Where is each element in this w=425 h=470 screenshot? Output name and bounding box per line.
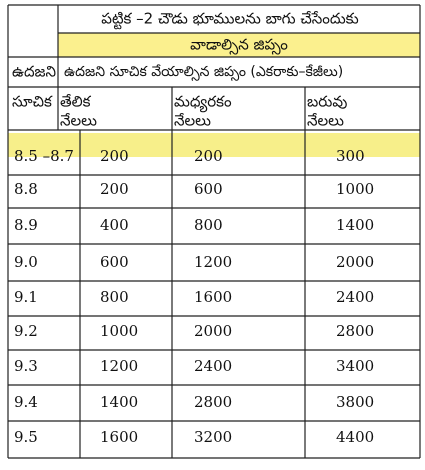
cell: 1400 <box>336 216 374 234</box>
cell: 3400 <box>336 357 374 375</box>
title: పట్టిక –2 చౌడు భూములను బాగు చేసేందుకు <box>101 10 358 30</box>
cell: 600 <box>194 180 223 198</box>
cell: 9.0 <box>14 253 38 271</box>
column-header: తేలిక <box>60 93 92 111</box>
cell: 400 <box>100 216 129 234</box>
cell: 1200 <box>194 253 232 271</box>
cell: 8.5 –8.7 <box>14 147 74 165</box>
cell: 800 <box>194 216 223 234</box>
cell: 3200 <box>194 428 232 446</box>
cell: 2800 <box>336 322 374 340</box>
highlight <box>58 33 420 57</box>
cell: 2400 <box>336 288 374 306</box>
cell: 1000 <box>336 180 374 198</box>
column-header: నేలలు <box>60 112 97 130</box>
header: ఉదజని సూచిక వేయాల్సిన జిప్సం (ఎకరాకు–కేజ… <box>64 64 343 81</box>
table-body: 8.5 –8.7 200 200 300 8.8 200 600 1000 8.9 400 800 1… <box>8 147 420 459</box>
cell: 9.4 <box>14 393 38 411</box>
highlight <box>8 133 420 157</box>
cell: 600 <box>100 253 129 271</box>
header: ఉదజని <box>12 63 56 81</box>
cell: 1200 <box>100 357 138 375</box>
cell: 2000 <box>194 322 232 340</box>
cell: 1000 <box>100 322 138 340</box>
cell: 1400 <box>100 393 138 411</box>
cell: 1600 <box>100 428 138 446</box>
cell: 2000 <box>336 253 374 271</box>
column-headers: తేలికనేలలుమధ్యరకంనేలలుబరువునేలలు <box>60 93 347 130</box>
cell: 200 <box>194 147 223 165</box>
cell: 800 <box>100 288 129 306</box>
cell: 2800 <box>194 393 232 411</box>
cell: 9.2 <box>14 322 38 340</box>
column-header: మధ్యరకం <box>174 93 232 113</box>
cell: 3800 <box>336 393 374 411</box>
cell: 1600 <box>194 288 232 306</box>
column-header: బరువు <box>307 93 347 111</box>
title: వాడాల్సిన జిప్సం <box>190 36 288 56</box>
column-header: నేలలు <box>174 112 211 130</box>
cell: 200 <box>100 180 129 198</box>
cell: 9.3 <box>14 357 38 375</box>
cell: 4400 <box>336 428 374 446</box>
header: సూచిక <box>12 93 53 111</box>
cell: 9.5 <box>14 428 38 446</box>
column-header: నేలలు <box>307 112 344 130</box>
cell: 8.8 <box>14 180 38 198</box>
cell: 300 <box>336 147 365 165</box>
cell: 9.1 <box>14 288 38 306</box>
cell: 2400 <box>194 357 232 375</box>
cell: 200 <box>100 147 129 165</box>
cell: 8.9 <box>14 216 38 234</box>
